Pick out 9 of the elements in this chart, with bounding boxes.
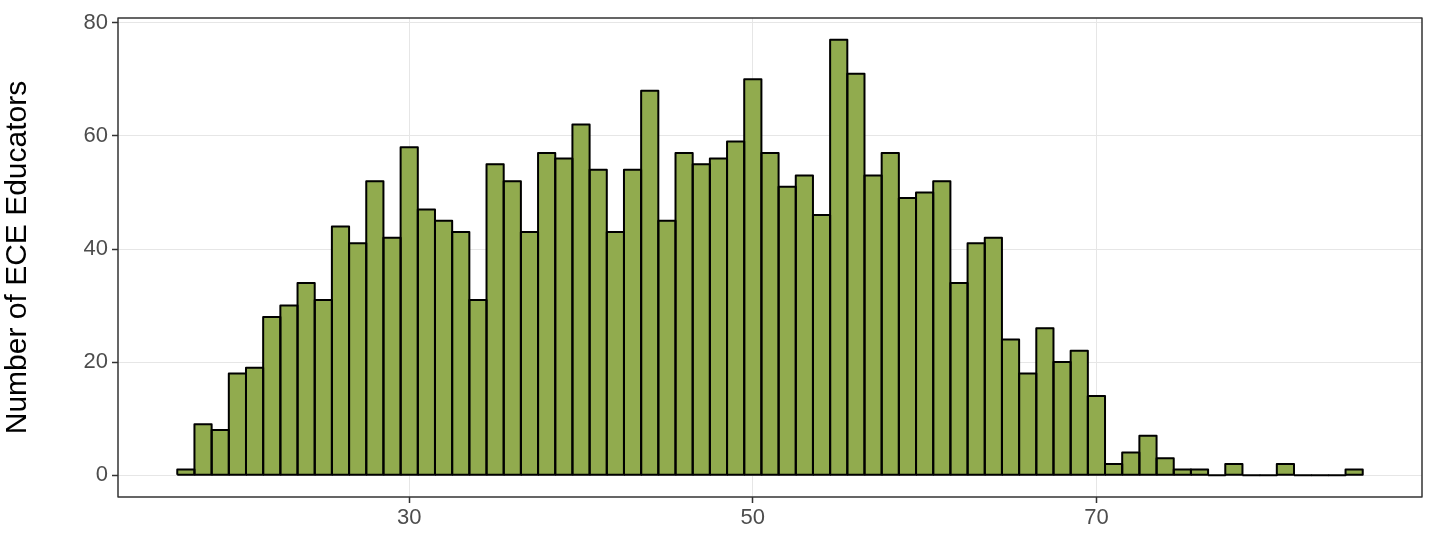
y-tick-label: 60 bbox=[83, 121, 108, 147]
y-axis-title: Number of ECE Educators bbox=[0, 80, 33, 435]
x-tick-label: 30 bbox=[396, 504, 422, 530]
y-tick-label: 40 bbox=[83, 235, 108, 261]
x-tick-label: 70 bbox=[1084, 504, 1109, 530]
y-tick-label: 0 bbox=[95, 461, 108, 487]
x-tick-label: 50 bbox=[740, 504, 766, 530]
y-tick-label: 20 bbox=[83, 348, 108, 374]
y-tick-label: 80 bbox=[83, 8, 108, 34]
